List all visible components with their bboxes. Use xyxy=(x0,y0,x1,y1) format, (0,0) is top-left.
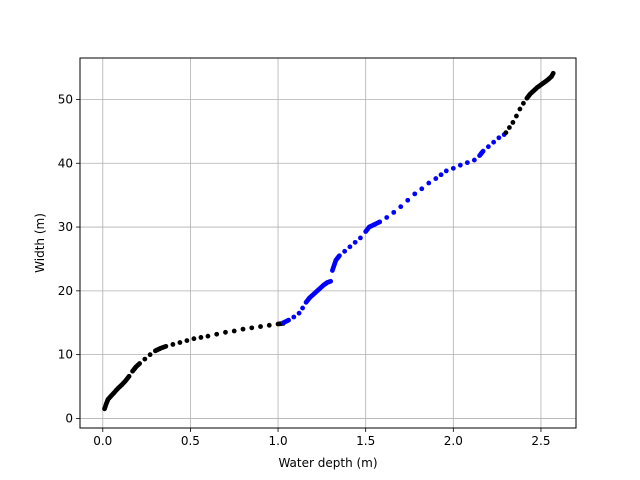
y-tick-label: 50 xyxy=(58,92,73,106)
data-point xyxy=(496,135,502,141)
x-tick-label: 2.5 xyxy=(531,434,550,448)
data-point xyxy=(480,148,486,154)
data-point xyxy=(336,253,342,259)
data-point xyxy=(491,139,497,145)
data-point xyxy=(291,314,297,320)
data-point xyxy=(384,215,390,220)
data-point xyxy=(198,335,204,340)
x-tick-label: 0.0 xyxy=(93,434,112,448)
x-tick-label: 0.5 xyxy=(181,434,200,448)
data-point xyxy=(163,343,169,349)
data-point xyxy=(485,144,491,150)
data-point xyxy=(510,120,516,125)
data-point xyxy=(471,157,477,163)
y-tick-label: 30 xyxy=(58,220,73,234)
data-point xyxy=(405,197,411,203)
data-point xyxy=(398,204,404,210)
data-point xyxy=(300,305,305,311)
data-point xyxy=(377,219,383,225)
data-point xyxy=(214,331,220,337)
y-axis-label: Width (m) xyxy=(33,213,47,273)
data-point xyxy=(286,317,291,323)
data-point xyxy=(450,165,456,171)
data-point xyxy=(258,324,263,329)
data-point xyxy=(296,310,302,316)
data-point xyxy=(170,342,176,347)
data-point xyxy=(457,162,463,168)
data-point xyxy=(223,329,228,335)
data-point xyxy=(438,172,444,178)
data-point xyxy=(126,373,132,379)
y-tick-label: 20 xyxy=(58,284,73,298)
data-point xyxy=(142,356,148,362)
data-point xyxy=(412,191,418,197)
data-point xyxy=(249,325,255,331)
data-point xyxy=(358,235,363,241)
x-tick-label: 1.5 xyxy=(356,434,375,448)
data-point xyxy=(506,125,512,130)
data-point xyxy=(521,100,526,106)
x-tick-label: 2.0 xyxy=(444,434,463,448)
data-point xyxy=(347,244,353,250)
plot-frame xyxy=(79,57,577,429)
data-point xyxy=(517,106,523,112)
data-point xyxy=(205,333,211,339)
data-point xyxy=(342,248,348,254)
data-point xyxy=(464,160,470,166)
y-axis-ticks: 0 10 20 30 40 50 xyxy=(58,92,80,425)
y-tick-label: 40 xyxy=(58,156,73,170)
y-tick-label: 0 xyxy=(65,411,73,425)
data-point xyxy=(147,352,153,358)
data-point xyxy=(352,239,358,245)
data-point xyxy=(137,361,142,366)
data-point xyxy=(503,130,509,136)
data-point xyxy=(191,336,197,342)
data-point xyxy=(240,326,246,332)
y-tick-label: 10 xyxy=(58,348,73,362)
data-point xyxy=(177,340,183,345)
data-point xyxy=(231,328,237,334)
data-point xyxy=(328,278,334,284)
data-point xyxy=(391,209,397,215)
x-axis-ticks: 0.0 0.5 1.0 1.5 2.0 2.5 xyxy=(93,428,550,448)
data-point xyxy=(266,322,272,328)
x-tick-label: 1.0 xyxy=(269,434,288,448)
data-point xyxy=(550,70,556,76)
x-axis-label: Water depth (m) xyxy=(278,456,377,470)
data-point xyxy=(419,186,425,192)
grid xyxy=(80,58,576,428)
data-point xyxy=(514,113,519,119)
data-point xyxy=(426,180,432,186)
data-point xyxy=(443,168,449,174)
data-point xyxy=(433,176,439,181)
data-point xyxy=(184,338,190,344)
data-points xyxy=(102,70,556,412)
